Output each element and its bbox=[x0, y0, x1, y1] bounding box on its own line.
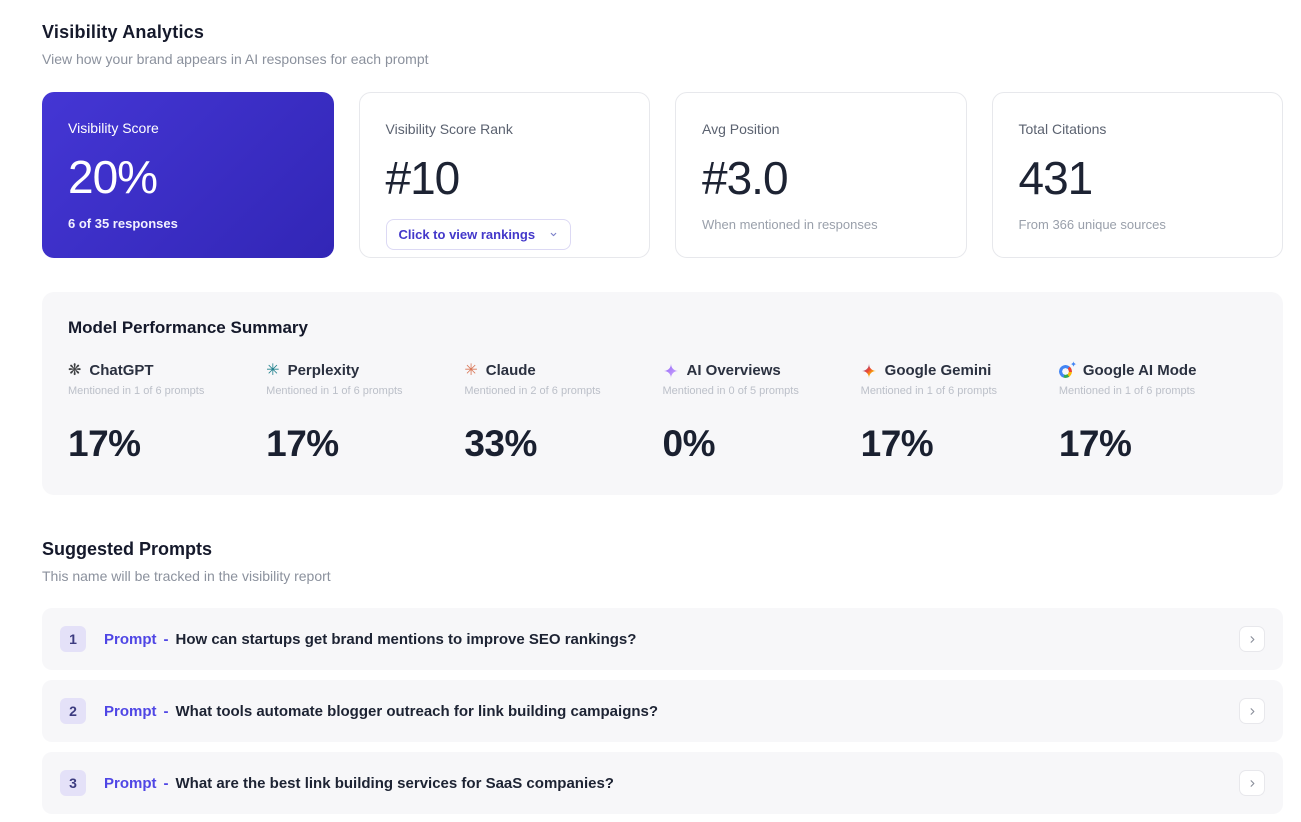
prompt-separator: - bbox=[163, 630, 169, 648]
chevron-right-icon bbox=[1247, 706, 1258, 717]
model-performance-title: Model Performance Summary bbox=[68, 318, 308, 337]
page-title: Visibility Analytics bbox=[42, 22, 205, 42]
model-name: Google Gemini bbox=[884, 362, 992, 379]
prompt-number-badge: 3 bbox=[60, 770, 86, 796]
model-col-perplexity: ✳ Perplexity Mentioned in 1 of 6 prompts… bbox=[266, 362, 464, 465]
model-mention: Mentioned in 1 of 6 prompts bbox=[266, 385, 403, 397]
model-name: Google AI Mode bbox=[1082, 362, 1197, 379]
page-subtitle: View how your brand appears in AI respon… bbox=[42, 51, 429, 67]
prompt-label: Prompt bbox=[104, 702, 157, 720]
model-percent: 17% bbox=[266, 423, 339, 464]
prompt-list: 1 Prompt - How can startups get brand me… bbox=[42, 608, 1283, 822]
model-mention: Mentioned in 1 of 6 prompts bbox=[1058, 385, 1196, 397]
stat-subtext: When mentioned in responses bbox=[702, 217, 878, 232]
model-mention: Mentioned in 0 of 5 prompts bbox=[662, 385, 799, 397]
model-col-chatgpt: ❋ ChatGPT Mentioned in 1 of 6 prompts 17… bbox=[68, 362, 266, 465]
model-mention: Mentioned in 2 of 6 prompts bbox=[464, 385, 601, 397]
model-percent: 33% bbox=[464, 423, 537, 464]
model-mention: Mentioned in 1 of 6 prompts bbox=[68, 385, 205, 397]
model-col-google-gemini: Google Gemini Mentioned in 1 of 6 prompt… bbox=[861, 362, 1059, 465]
model-name: ChatGPT bbox=[89, 362, 154, 379]
model-grid: ❋ ChatGPT Mentioned in 1 of 6 prompts 17… bbox=[68, 360, 1257, 465]
model-col-ai-overviews: AI Overviews Mentioned in 0 of 5 prompts… bbox=[663, 362, 861, 465]
prompt-text: What tools automate blogger outreach for… bbox=[175, 702, 659, 720]
suggested-prompts-subtitle: This name will be tracked in the visibil… bbox=[42, 568, 331, 584]
visibility-rank-card[interactable]: Visibility Score Rank #10 Click to view … bbox=[358, 92, 650, 258]
view-rankings-label: Click to view rankings bbox=[398, 227, 536, 242]
model-percent: 0% bbox=[662, 423, 716, 464]
ai-overviews-icon bbox=[663, 363, 679, 379]
model-name: Perplexity bbox=[287, 362, 360, 379]
google-ai-mode-icon: ✦ bbox=[1058, 360, 1077, 379]
stats-row: Visibility Score 20% 6 of 35 responses V… bbox=[42, 92, 1283, 258]
total-citations-card[interactable]: Total Citations 431 From 366 unique sour… bbox=[991, 92, 1283, 258]
prompt-expand-button[interactable] bbox=[1239, 770, 1265, 796]
citations-value: 431 bbox=[1018, 152, 1094, 204]
avg-position-value: #3.0 bbox=[702, 152, 789, 204]
visibility-score-card[interactable]: Visibility Score 20% 6 of 35 responses bbox=[42, 92, 334, 258]
model-name: Claude bbox=[485, 362, 536, 379]
prompt-number-badge: 1 bbox=[60, 626, 86, 652]
chevron-right-icon bbox=[1247, 778, 1258, 789]
stat-label: Visibility Score bbox=[68, 120, 159, 136]
chevron-right-icon bbox=[1247, 634, 1258, 645]
stat-subtext: From 366 unique sources bbox=[1018, 217, 1166, 232]
prompt-label: Prompt bbox=[104, 630, 157, 648]
suggested-prompts-title: Suggested Prompts bbox=[42, 539, 213, 559]
prompt-separator: - bbox=[163, 702, 169, 720]
avg-position-card[interactable]: Avg Position #3.0 When mentioned in resp… bbox=[675, 92, 967, 258]
stat-label: Avg Position bbox=[702, 121, 780, 137]
claude-icon: ✳ bbox=[464, 361, 478, 379]
stat-subtext: 6 of 35 responses bbox=[68, 216, 178, 231]
prompt-expand-button[interactable] bbox=[1239, 626, 1265, 652]
prompt-number-badge: 2 bbox=[60, 698, 86, 724]
visibility-score-value: 20% bbox=[68, 151, 158, 203]
model-col-google-ai-mode: ✦ Google AI Mode Mentioned in 1 of 6 pro… bbox=[1058, 360, 1257, 465]
gemini-icon bbox=[861, 363, 877, 379]
prompt-text: How can startups get brand mentions to i… bbox=[175, 630, 637, 648]
model-percent: 17% bbox=[860, 423, 934, 464]
model-percent: 17% bbox=[1058, 423, 1132, 464]
stat-label: Visibility Score Rank bbox=[385, 121, 513, 137]
prompt-expand-button[interactable] bbox=[1239, 698, 1265, 724]
stat-label: Total Citations bbox=[1018, 121, 1107, 137]
prompt-separator: - bbox=[163, 774, 169, 792]
prompt-row-1[interactable]: 1 Prompt - How can startups get brand me… bbox=[42, 608, 1283, 670]
model-performance-panel: Model Performance Summary ❋ ChatGPT Ment… bbox=[42, 292, 1283, 495]
openai-icon: ❋ bbox=[68, 361, 82, 379]
model-col-claude: ✳ Claude Mentioned in 2 of 6 prompts 33% bbox=[464, 362, 662, 465]
view-rankings-button[interactable]: Click to view rankings bbox=[385, 219, 572, 250]
perplexity-icon: ✳ bbox=[266, 361, 280, 379]
prompt-row-3[interactable]: 3 Prompt - What are the best link buildi… bbox=[42, 752, 1283, 814]
suggested-prompts-section: Suggested Prompts This name will be trac… bbox=[42, 539, 1283, 822]
model-name: AI Overviews bbox=[686, 362, 781, 379]
chevron-down-icon bbox=[549, 227, 558, 242]
prompt-row-2[interactable]: 2 Prompt - What tools automate blogger o… bbox=[42, 680, 1283, 742]
rank-value: #10 bbox=[385, 152, 461, 204]
model-percent: 17% bbox=[68, 423, 141, 464]
prompt-label: Prompt bbox=[104, 774, 157, 792]
prompt-text: What are the best link building services… bbox=[175, 774, 614, 792]
model-mention: Mentioned in 1 of 6 prompts bbox=[860, 385, 998, 397]
